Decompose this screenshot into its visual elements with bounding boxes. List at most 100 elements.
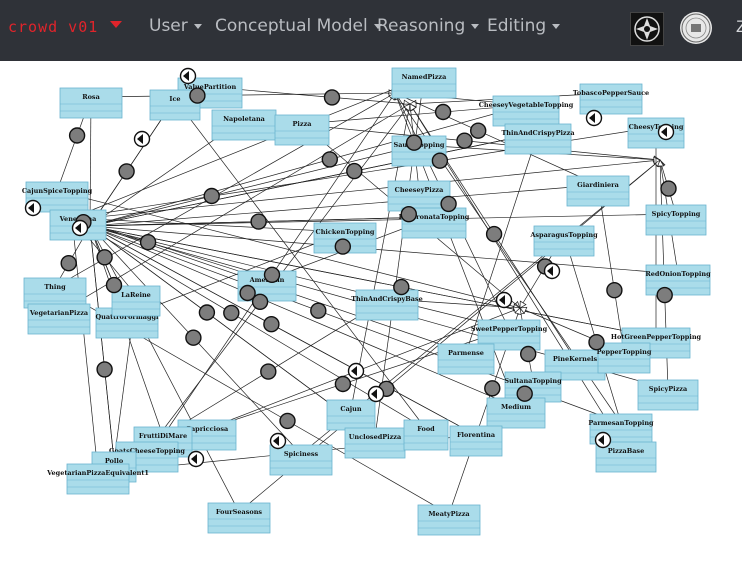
- generalization-edge[interactable]: [126, 231, 346, 318]
- generalization-edge[interactable]: [465, 132, 539, 354]
- class-node[interactable]: NamedPizza: [391, 67, 457, 99]
- class-node[interactable]: ThinAndCrispyBase: [351, 289, 423, 321]
- class-node-box[interactable]: [387, 180, 451, 212]
- class-node[interactable]: PepperTopping: [597, 342, 652, 374]
- connector-handle[interactable]: [321, 151, 338, 168]
- class-node[interactable]: SpicyTopping: [645, 204, 707, 236]
- class-node[interactable]: Pizza: [274, 114, 330, 146]
- class-node-box[interactable]: [492, 95, 560, 127]
- connector-handle[interactable]: [96, 361, 113, 378]
- connector-handle[interactable]: [250, 213, 267, 230]
- connector-handle[interactable]: [484, 380, 501, 397]
- generalization-edge[interactable]: [89, 225, 679, 275]
- class-node-box[interactable]: [207, 502, 271, 534]
- class-node[interactable]: SpicyPizza: [637, 379, 699, 411]
- menu-editing[interactable]: Editing: [487, 16, 561, 36]
- class-node-box[interactable]: [111, 285, 161, 317]
- generalization-edge[interactable]: [77, 159, 661, 220]
- menu-reasoning[interactable]: Reasoning: [377, 16, 480, 36]
- class-node-box[interactable]: [27, 303, 91, 335]
- connector-handle[interactable]: [323, 89, 341, 106]
- direction-handle[interactable]: [367, 385, 385, 403]
- class-node-box[interactable]: [59, 87, 123, 119]
- connector-handle[interactable]: [346, 162, 363, 180]
- class-node-box[interactable]: [579, 83, 643, 115]
- class-node-box[interactable]: [437, 343, 495, 375]
- class-node[interactable]: MeatyPizza: [417, 504, 481, 536]
- generalization-edge[interactable]: [597, 184, 625, 353]
- connector-handle[interactable]: [400, 205, 417, 223]
- generalization-edge[interactable]: [209, 86, 411, 105]
- connector-handle[interactable]: [606, 282, 623, 299]
- generalization-edge[interactable]: [71, 76, 425, 219]
- connector-handle[interactable]: [105, 276, 123, 294]
- connector-handle[interactable]: [279, 412, 296, 430]
- direction-handle[interactable]: [495, 291, 513, 309]
- direction-handle[interactable]: [594, 431, 612, 449]
- generalization-edge[interactable]: [89, 225, 517, 408]
- generalization-edge[interactable]: [89, 225, 115, 462]
- direction-handle[interactable]: [24, 199, 42, 217]
- connector-handle[interactable]: [334, 375, 352, 393]
- generalization-edge[interactable]: [89, 225, 510, 330]
- class-node[interactable]: Florentina: [449, 425, 503, 457]
- class-node-box[interactable]: [566, 175, 630, 207]
- generalization-edge[interactable]: [89, 104, 527, 227]
- generalization-edge[interactable]: [89, 225, 240, 513]
- university-logo-icon[interactable]: [630, 12, 664, 46]
- direction-handle[interactable]: [543, 262, 561, 280]
- direction-handle[interactable]: [71, 219, 89, 237]
- connector-handle[interactable]: [405, 134, 423, 151]
- generalization-edge[interactable]: [174, 98, 427, 430]
- class-node-box[interactable]: [533, 225, 595, 257]
- generalization-edge[interactable]: [56, 190, 521, 309]
- class-node-box[interactable]: [597, 342, 651, 374]
- class-node[interactable]: TobascoPepperSauce: [573, 83, 649, 115]
- class-node[interactable]: Food: [403, 419, 449, 451]
- brand-caret-icon[interactable]: [110, 21, 122, 28]
- connector-handle[interactable]: [456, 132, 473, 149]
- connector-handle[interactable]: [96, 249, 113, 266]
- generalization-edge[interactable]: [301, 104, 527, 125]
- generalization-edge[interactable]: [89, 213, 677, 227]
- class-node[interactable]: VegetarianPizzaEquivalent1: [46, 463, 149, 495]
- class-node-box[interactable]: [355, 289, 419, 321]
- connector-handle[interactable]: [239, 284, 256, 302]
- generalization-edge[interactable]: [90, 92, 396, 98]
- class-node[interactable]: LaReine: [111, 285, 161, 317]
- connector-handle[interactable]: [203, 187, 220, 205]
- menu-conceptual-model[interactable]: Conceptual Model: [215, 16, 382, 36]
- connector-handle[interactable]: [588, 334, 605, 351]
- class-node[interactable]: Parmense: [437, 343, 495, 375]
- direction-handle[interactable]: [133, 130, 151, 148]
- class-node-box[interactable]: [627, 117, 685, 149]
- connector-handle[interactable]: [251, 293, 269, 310]
- generalization-edge[interactable]: [89, 96, 92, 227]
- generalization-edge[interactable]: [563, 234, 622, 424]
- class-node-box[interactable]: [504, 371, 562, 403]
- connector-handle[interactable]: [198, 304, 216, 321]
- class-node[interactable]: Cajun: [326, 399, 376, 431]
- connector-handle[interactable]: [485, 225, 503, 243]
- class-node[interactable]: Napoletana: [211, 109, 277, 141]
- connector-handle[interactable]: [263, 266, 281, 283]
- generalization-edge[interactable]: [89, 225, 657, 338]
- generalization-edge[interactable]: [89, 184, 599, 227]
- generalization-edge[interactable]: [71, 217, 427, 430]
- class-node-box[interactable]: [486, 397, 546, 429]
- class-node-box[interactable]: [645, 264, 711, 296]
- connector-handle[interactable]: [185, 329, 202, 346]
- class-node[interactable]: VegetarianPizza: [27, 303, 91, 335]
- direction-handle[interactable]: [657, 123, 675, 141]
- connector-handle[interactable]: [223, 304, 240, 322]
- direction-handle[interactable]: [347, 362, 365, 380]
- generalization-edge[interactable]: [71, 217, 99, 474]
- class-node[interactable]: SultanaTopping: [504, 371, 562, 403]
- connector-handle[interactable]: [431, 152, 449, 169]
- direction-handle[interactable]: [585, 109, 603, 127]
- class-node[interactable]: FourSeasons: [207, 502, 271, 534]
- connector-handle[interactable]: [393, 278, 410, 296]
- connector-handle[interactable]: [516, 385, 533, 402]
- class-node[interactable]: RedOnionTopping: [645, 264, 711, 296]
